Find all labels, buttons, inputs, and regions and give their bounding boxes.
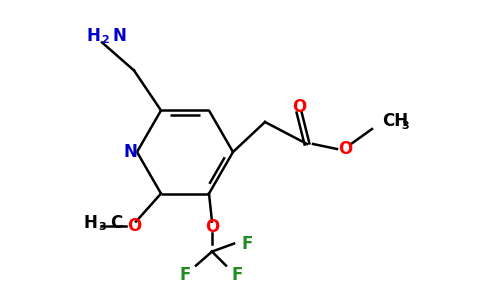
Text: 3: 3 bbox=[98, 222, 106, 232]
Text: C: C bbox=[110, 214, 122, 232]
Text: F: F bbox=[242, 235, 253, 253]
Text: 3: 3 bbox=[401, 121, 409, 131]
Text: O: O bbox=[292, 98, 306, 116]
Text: H: H bbox=[83, 214, 97, 232]
Text: 2: 2 bbox=[101, 35, 109, 45]
Text: O: O bbox=[205, 218, 219, 236]
Text: N: N bbox=[112, 27, 126, 45]
Text: F: F bbox=[179, 266, 191, 284]
Text: O: O bbox=[127, 217, 141, 235]
Text: H: H bbox=[86, 27, 100, 45]
Text: CH: CH bbox=[382, 112, 408, 130]
Text: F: F bbox=[231, 266, 242, 284]
Text: N: N bbox=[123, 143, 137, 161]
Text: O: O bbox=[338, 140, 352, 158]
